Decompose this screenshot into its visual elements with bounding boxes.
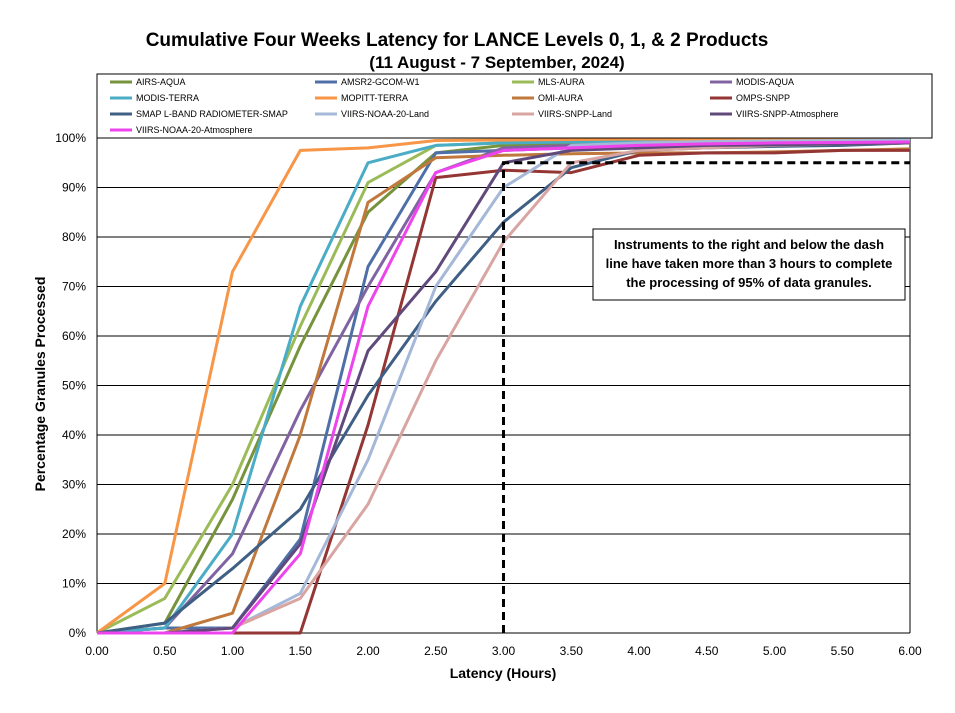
note-line: the processing of 95% of data granules. [626, 275, 872, 290]
x-tick-label: 3.50 [560, 644, 584, 658]
legend-label: MODIS-AQUA [736, 77, 794, 87]
series-line-12 [97, 140, 911, 635]
threshold-line [502, 161, 910, 633]
legend-label: MOPITT-TERRA [341, 93, 408, 103]
note-line: line have taken more than 3 hours to com… [606, 256, 893, 271]
legend-label: OMPS-SNPP [736, 93, 790, 103]
y-axis-label: Percentage Granules Processed [32, 277, 48, 492]
x-tick-label: 4.50 [695, 644, 719, 658]
series-line-5 [96, 137, 910, 635]
legend-label: SMAP L-BAND RADIOMETER-SMAP [136, 109, 288, 119]
x-tick-label: 6.00 [898, 644, 922, 658]
x-tick-label: 2.50 [424, 644, 448, 658]
y-tick-label: 80% [62, 230, 86, 244]
x-tick-labels: 0.00 0.50 1.00 1.50 2.00 2.50 3.00 3.50 4.00 4.50… [85, 644, 922, 658]
note-box [592, 228, 906, 301]
x-tick-label: 0.00 [85, 644, 109, 658]
x-tick-label: 4.00 [627, 644, 651, 658]
y-tick-label: 90% [62, 181, 86, 195]
legend-label: VIIRS-SNPP-Atmosphere [736, 109, 839, 119]
y-tick-label: 30% [62, 478, 86, 492]
x-axis-label: Latency (Hours) [450, 665, 557, 681]
threshold-dash-line [502, 161, 910, 633]
x-tick-label: 5.50 [831, 644, 855, 658]
x-tick-label: 1.00 [221, 644, 245, 658]
y-tick-label: 60% [62, 329, 86, 343]
chart-title: Cumulative Four Weeks Latency for LANCE … [146, 30, 769, 51]
legend-label: OMI-AURA [538, 93, 583, 103]
y-tick-label: 20% [62, 527, 86, 541]
y-tick-label: 70% [62, 280, 86, 294]
legend-label: MLS-AURA [538, 77, 585, 87]
y-tick-label: 50% [62, 379, 86, 393]
note-line: Instruments to the right and below the d… [614, 237, 884, 252]
legend-label: VIIRS-SNPP-Land [538, 109, 612, 119]
x-tick-label: 0.50 [153, 644, 177, 658]
y-tick-labels: 0% 10% 20% 30% 40% 50% 60% 70% 80% 90% 100% [55, 131, 86, 640]
legend-label: MODIS-TERRA [136, 93, 199, 103]
x-tick-label: 2.00 [356, 644, 380, 658]
legend: AIRS-AQUA AMSR2-GCOM-W1 MLS-AURA MODIS-AQUA… [96, 73, 933, 139]
x-tick-label: 3.00 [492, 644, 516, 658]
y-tick-label: 10% [62, 577, 86, 591]
plot-frame [96, 138, 911, 633]
annotation-box: Instruments to the right and below the d… [592, 228, 906, 301]
chart-subtitle: (11 August - 7 September, 2024) [369, 53, 624, 72]
legend-label: VIIRS-NOAA-20-Land [341, 109, 429, 119]
x-tick-label: 5.00 [763, 644, 787, 658]
y-tick-label: 0% [69, 626, 87, 640]
legend-box [96, 73, 933, 139]
y-tick-label: 100% [55, 131, 86, 145]
legend-label: AIRS-AQUA [136, 77, 186, 87]
legend-label: AMSR2-GCOM-W1 [341, 77, 420, 87]
legend-label: VIIRS-NOAA-20-Atmosphere [136, 125, 253, 135]
y-tick-label: 40% [62, 428, 86, 442]
x-tick-label: 1.50 [289, 644, 313, 658]
